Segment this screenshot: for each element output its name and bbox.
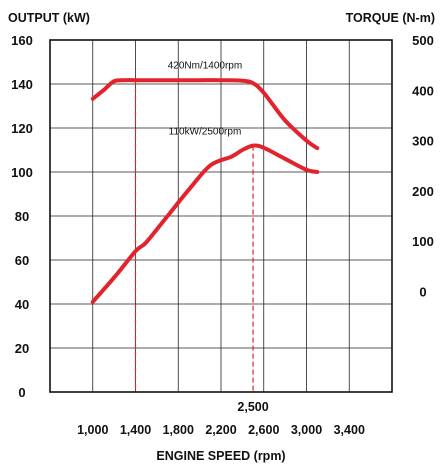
output-curve xyxy=(90,143,320,304)
y-left-tick-label: 80 xyxy=(15,209,29,224)
y-left-tick-label: 120 xyxy=(11,121,33,136)
y-right-tick-label: 500 xyxy=(412,33,434,48)
annotation-label: 110kW/2500rpm xyxy=(169,127,242,138)
y-right-tick-label: 300 xyxy=(412,134,434,149)
y-left-tick-label: 40 xyxy=(15,297,29,312)
left-axis-title: OUTPUT (kW) xyxy=(8,11,90,25)
right-axis-title: TORQUE (N-m) xyxy=(346,11,435,25)
torque-curve xyxy=(90,78,320,151)
x-tick-label: 1,400 xyxy=(120,423,151,437)
y-left-tick-label: 60 xyxy=(15,253,29,268)
y-right-tick-label: 0 xyxy=(419,284,426,299)
y-right-tick-label: 400 xyxy=(412,83,434,98)
y-left-tick-label: 140 xyxy=(11,77,33,92)
x-tick-label: 1,800 xyxy=(163,423,194,437)
x-tick-label: 3,000 xyxy=(291,423,322,437)
y-right-tick-label: 200 xyxy=(412,184,434,199)
x-axis-title: ENGINE SPEED (rpm) xyxy=(156,449,285,463)
plot-frame xyxy=(49,39,393,393)
x-tick-label: 3,400 xyxy=(334,423,365,437)
y-left-tick-label: 0 xyxy=(18,385,25,400)
y-left-tick-label: 100 xyxy=(11,165,33,180)
y-right-tick-label: 100 xyxy=(412,234,434,249)
x-extra-tick-label: 2,500 xyxy=(237,400,268,414)
x-tick-label: 2,200 xyxy=(205,423,236,437)
x-tick-label: 2,600 xyxy=(248,423,279,437)
y-left-tick-label: 20 xyxy=(15,341,29,356)
x-tick-label: 1,000 xyxy=(77,423,108,437)
annotation-label: 420Nm/1400rpm xyxy=(168,61,242,72)
y-left-tick-label: 160 xyxy=(11,33,33,48)
